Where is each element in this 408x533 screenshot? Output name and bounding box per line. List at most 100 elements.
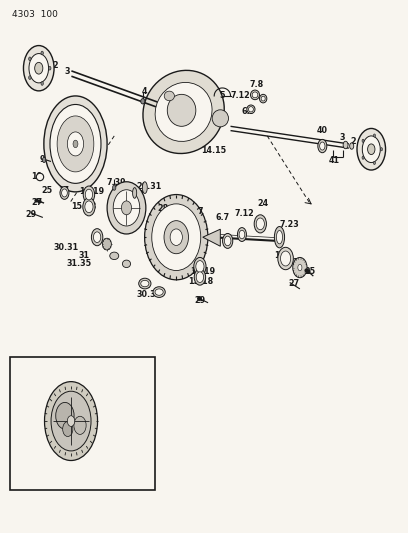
Text: 31: 31 (78, 251, 89, 260)
Ellipse shape (164, 91, 175, 101)
Text: 7.39: 7.39 (106, 178, 126, 187)
Text: 4303  100: 4303 100 (12, 11, 58, 19)
Text: 27: 27 (31, 198, 42, 207)
Ellipse shape (224, 236, 231, 246)
Ellipse shape (122, 260, 131, 268)
Text: 26: 26 (292, 258, 304, 266)
Text: 1: 1 (32, 52, 38, 60)
Ellipse shape (49, 66, 51, 70)
Text: 31: 31 (140, 281, 150, 290)
Text: 20.31: 20.31 (136, 182, 162, 191)
Ellipse shape (73, 140, 78, 148)
Ellipse shape (102, 238, 111, 250)
Ellipse shape (74, 416, 86, 434)
Text: 27: 27 (288, 279, 299, 288)
Ellipse shape (67, 132, 84, 156)
Text: 7.12: 7.12 (231, 92, 251, 100)
Ellipse shape (44, 96, 107, 192)
Text: 37: 37 (54, 123, 64, 131)
Text: 2: 2 (52, 61, 58, 69)
Polygon shape (203, 229, 220, 246)
Ellipse shape (320, 142, 325, 150)
Ellipse shape (170, 229, 182, 245)
Text: 4: 4 (142, 87, 148, 96)
Text: 43: 43 (118, 409, 129, 417)
Ellipse shape (139, 278, 151, 289)
Ellipse shape (57, 116, 94, 172)
Ellipse shape (357, 128, 386, 170)
Ellipse shape (142, 182, 147, 193)
Ellipse shape (56, 402, 74, 429)
Ellipse shape (24, 46, 54, 91)
Ellipse shape (155, 289, 163, 295)
Ellipse shape (237, 228, 246, 241)
Ellipse shape (93, 232, 101, 243)
Ellipse shape (247, 105, 255, 114)
Text: 29: 29 (194, 296, 206, 305)
Ellipse shape (248, 107, 253, 112)
Ellipse shape (277, 230, 282, 244)
Ellipse shape (293, 257, 307, 278)
Ellipse shape (133, 188, 137, 198)
Ellipse shape (35, 62, 43, 74)
Ellipse shape (274, 227, 285, 248)
Ellipse shape (194, 257, 206, 276)
Ellipse shape (110, 252, 119, 260)
Ellipse shape (362, 156, 364, 159)
Ellipse shape (373, 161, 375, 165)
Ellipse shape (62, 189, 67, 197)
Ellipse shape (256, 218, 264, 230)
Ellipse shape (362, 139, 364, 142)
Ellipse shape (350, 143, 354, 149)
Ellipse shape (107, 182, 146, 234)
Text: 36: 36 (84, 124, 95, 132)
Text: 7.8: 7.8 (250, 80, 264, 88)
Text: 17: 17 (58, 186, 69, 195)
Text: 25: 25 (41, 186, 53, 195)
Text: 10: 10 (31, 173, 42, 181)
Ellipse shape (259, 94, 267, 103)
Ellipse shape (381, 148, 383, 151)
Text: 5: 5 (220, 92, 225, 100)
Text: 2: 2 (350, 137, 356, 146)
Ellipse shape (50, 104, 101, 183)
Text: 15.19: 15.19 (79, 188, 104, 196)
Ellipse shape (261, 96, 265, 101)
Ellipse shape (254, 215, 266, 233)
Text: 29: 29 (25, 211, 36, 219)
Text: 7.23: 7.23 (280, 221, 299, 229)
Text: 25: 25 (304, 268, 316, 276)
Ellipse shape (141, 99, 145, 104)
Ellipse shape (368, 144, 375, 155)
Text: 14.15: 14.15 (201, 146, 226, 155)
Ellipse shape (196, 272, 204, 282)
Ellipse shape (122, 201, 131, 215)
Ellipse shape (144, 195, 208, 280)
Ellipse shape (153, 287, 165, 297)
Text: 7.12: 7.12 (235, 209, 255, 217)
Ellipse shape (143, 70, 224, 154)
Text: 30.31: 30.31 (54, 243, 79, 252)
Ellipse shape (29, 53, 49, 83)
Ellipse shape (280, 251, 290, 266)
Ellipse shape (83, 198, 95, 216)
Text: 15.19: 15.19 (190, 268, 215, 276)
Ellipse shape (83, 186, 95, 203)
Ellipse shape (167, 94, 196, 126)
Ellipse shape (223, 233, 233, 248)
Ellipse shape (212, 110, 228, 127)
Text: 33: 33 (177, 228, 188, 236)
Text: 3: 3 (340, 133, 346, 142)
Ellipse shape (113, 190, 140, 226)
Ellipse shape (141, 280, 149, 287)
Ellipse shape (155, 83, 212, 141)
Ellipse shape (298, 264, 302, 271)
Ellipse shape (29, 57, 31, 61)
Text: 6.7: 6.7 (215, 213, 229, 222)
Text: 28: 28 (157, 205, 169, 213)
Ellipse shape (63, 422, 73, 437)
Bar (10, 357, 155, 490)
Ellipse shape (41, 82, 43, 85)
Ellipse shape (194, 269, 206, 285)
Text: 40: 40 (317, 126, 328, 135)
